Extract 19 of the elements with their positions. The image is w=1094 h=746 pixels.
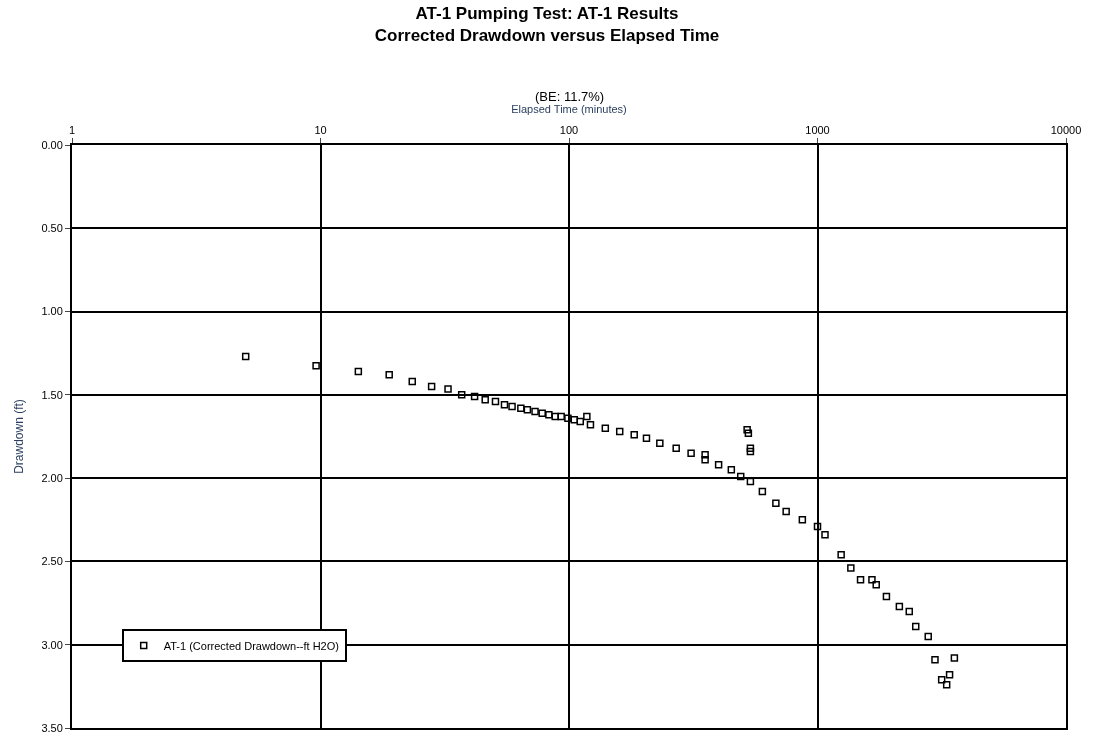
x-tick-label: 1000 (805, 123, 830, 136)
y-tick-label: 3.50 (41, 721, 63, 734)
y-tick-label: 2.00 (41, 471, 63, 484)
y-tick-label: 2.50 (41, 555, 63, 568)
chart-title: AT-1 Pumping Test: AT-1 Results (415, 3, 679, 23)
y-tick-label: 1.00 (41, 305, 63, 318)
y-tick-label: 1.50 (41, 388, 63, 401)
x-tick-label: 1 (68, 123, 76, 136)
chart-subtitle: Corrected Drawdown versus Elapsed Time (374, 25, 720, 45)
x-tick-label: 100 (559, 123, 579, 136)
x-tick-label: 10 (314, 123, 327, 136)
y-tick-label: 0.00 (41, 138, 63, 151)
text: (BE: 11.7%) (535, 89, 605, 104)
y-tick-label: 0.50 (41, 222, 63, 235)
y-tick-label: 3.00 (41, 638, 63, 651)
legend-label: AT-1 (Corrected Drawdown--ft H2O) (163, 639, 339, 652)
x-axis-title: Elapsed Time (minutes) (511, 102, 627, 115)
x-tick-label: 10000 (1050, 123, 1082, 136)
y-axis-title: Drawdown (ft) (12, 399, 27, 474)
